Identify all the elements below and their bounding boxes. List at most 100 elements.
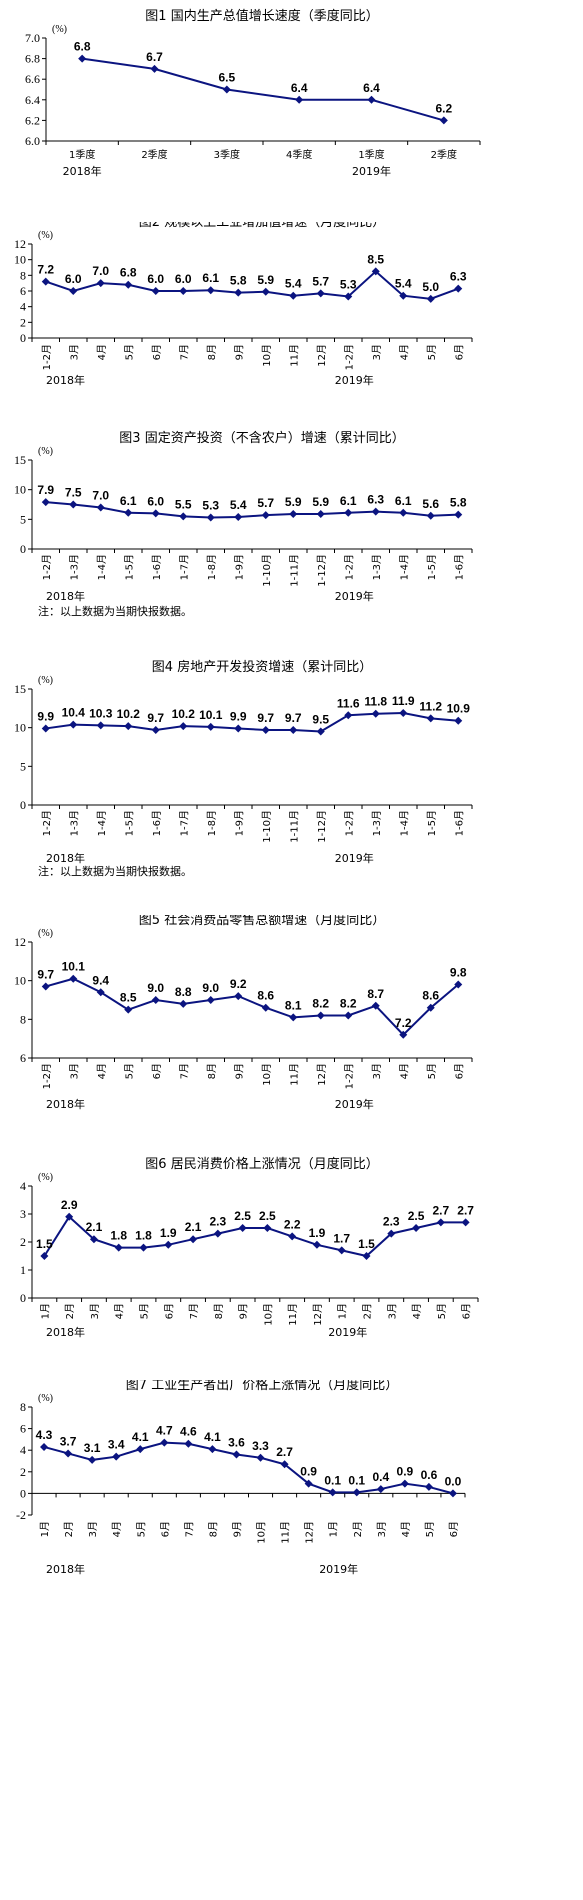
x-tick-label: 6月 (151, 344, 163, 360)
data-label: 2.3 (209, 1215, 226, 1229)
data-point (96, 279, 105, 288)
data-label: 11.2 (419, 699, 442, 713)
data-point (69, 287, 78, 295)
y-tick-label: 10 (14, 721, 26, 735)
x-tick-label: 1季度 (358, 148, 384, 161)
data-label: 8.5 (367, 252, 384, 266)
data-label: 9.0 (202, 981, 219, 995)
x-tick-label: 1-2月 (41, 344, 53, 370)
x-tick-label: 10月 (261, 1063, 273, 1086)
x-tick-label: 1-2月 (41, 1063, 53, 1089)
data-point (344, 292, 353, 301)
data-point (41, 277, 50, 286)
data-point (312, 1240, 321, 1249)
data-label: 7.0 (92, 488, 109, 502)
data-label: 10.3 (89, 706, 113, 720)
data-label: 9.7 (147, 711, 164, 725)
data-label: 1.5 (36, 1237, 53, 1251)
x-tick-label: 6月 (163, 1303, 175, 1319)
data-label: 6.0 (147, 494, 164, 508)
data-point (136, 1445, 145, 1454)
data-point (189, 1235, 198, 1244)
x-tick-label: 4月 (96, 1063, 108, 1079)
y-tick-label: 4 (20, 1443, 26, 1457)
y-tick-label: 6 (20, 284, 26, 298)
data-label: 6.1 (202, 271, 219, 285)
x-tick-label: 5月 (123, 1063, 135, 1079)
data-point (316, 727, 325, 736)
x-tick-label: 1-7月 (178, 810, 190, 836)
data-point (387, 1229, 396, 1238)
x-tick-label: 5月 (426, 344, 438, 360)
data-point (160, 1438, 169, 1447)
data-label: 5.4 (230, 498, 247, 512)
data-point (151, 996, 160, 1004)
data-point (448, 1489, 457, 1498)
chart-title: 图4 房地产开发投资增速（累计同比） (152, 659, 372, 675)
data-point (412, 1224, 421, 1232)
chart-2: 图2 规模以上工业增加值增速（月度同比） (%) 12 108 6 42 0 1-2月 3月 4月… (14, 222, 473, 387)
x-tick-label: 8月 (213, 1303, 225, 1319)
unit-label: (%) (38, 928, 53, 939)
data-label: 5.3 (340, 277, 357, 291)
data-point (344, 508, 353, 517)
data-point (179, 722, 188, 731)
data-label: 6.8 (120, 266, 137, 280)
data-label: 8.8 (175, 985, 192, 999)
data-label: 7.2 (37, 263, 54, 277)
data-label: 9.7 (285, 711, 302, 725)
x-tick-label: 1-3月 (68, 554, 80, 580)
data-point (399, 291, 408, 300)
chart-6: 图6 居民消费价格上涨情况（月度同比） (%) 4 3 2 1 0 1月 2月 3月 4月 5月 6月 7… (20, 1156, 479, 1339)
data-label: 2.9 (61, 1198, 78, 1212)
year-label: 2018年 (46, 1325, 85, 1339)
data-point (261, 725, 270, 734)
data-point (151, 725, 160, 734)
x-tick-label: 8月 (206, 1063, 218, 1079)
y-tick-label: 0 (20, 542, 26, 556)
x-tick-label: 3月 (89, 1303, 101, 1319)
y-tick-label: 4 (20, 300, 26, 314)
data-label: 6.0 (147, 272, 164, 286)
series-line (45, 270, 459, 300)
chart-title: 图1 国内生产总值增长速度（季度同比） (145, 8, 378, 24)
chart-title: 图2 规模以上工业增加值增速（月度同比） (139, 222, 385, 230)
x-tick-label: 2季度 (141, 148, 167, 161)
data-label: 11.8 (364, 695, 387, 709)
data-label: 9.7 (37, 967, 54, 981)
x-tick-label: 6月 (453, 344, 465, 360)
data-point (399, 708, 408, 717)
data-point (261, 1003, 270, 1012)
x-tick-label: 10月 (256, 1521, 268, 1544)
data-point (295, 95, 304, 104)
data-label: 6.7 (146, 50, 163, 64)
data-point (124, 722, 133, 731)
unit-label: (%) (38, 446, 53, 457)
data-point (114, 1243, 123, 1252)
unit-label: (%) (52, 24, 67, 35)
data-label: 1.9 (160, 1226, 177, 1240)
data-label: 1.8 (135, 1229, 152, 1243)
year-label: 2018年 (46, 373, 85, 387)
data-label: 3.3 (252, 1439, 269, 1453)
x-tick-label: 9月 (233, 1063, 245, 1079)
x-tick-label: 1-12月 (316, 554, 328, 587)
data-label: 6.4 (363, 81, 380, 95)
x-tick-label: 1季度 (69, 148, 95, 161)
x-tick-label: 3月 (68, 1063, 80, 1079)
x-tick-label: 2月 (64, 1303, 76, 1319)
data-point (179, 512, 188, 521)
series-line (45, 501, 459, 519)
data-point (424, 1482, 433, 1491)
x-tick-label: 6月 (453, 1063, 465, 1079)
data-label: 6.4 (291, 81, 308, 95)
y-tick-label: 15 (14, 682, 26, 696)
data-point (206, 286, 215, 295)
year-label: 2019年 (335, 589, 374, 603)
x-tick-label: 1-8月 (206, 554, 218, 580)
x-tick-label: 7月 (183, 1521, 195, 1537)
y-tick-label: 6.4 (25, 93, 40, 107)
data-point (213, 1229, 222, 1238)
chart-1: 图1 国内生产总值增长速度（季度同比） (%) 7.0 6.8 6.6 6.4 6.2 6.0… (25, 8, 481, 178)
x-tick-label: 1月 (337, 1303, 349, 1319)
